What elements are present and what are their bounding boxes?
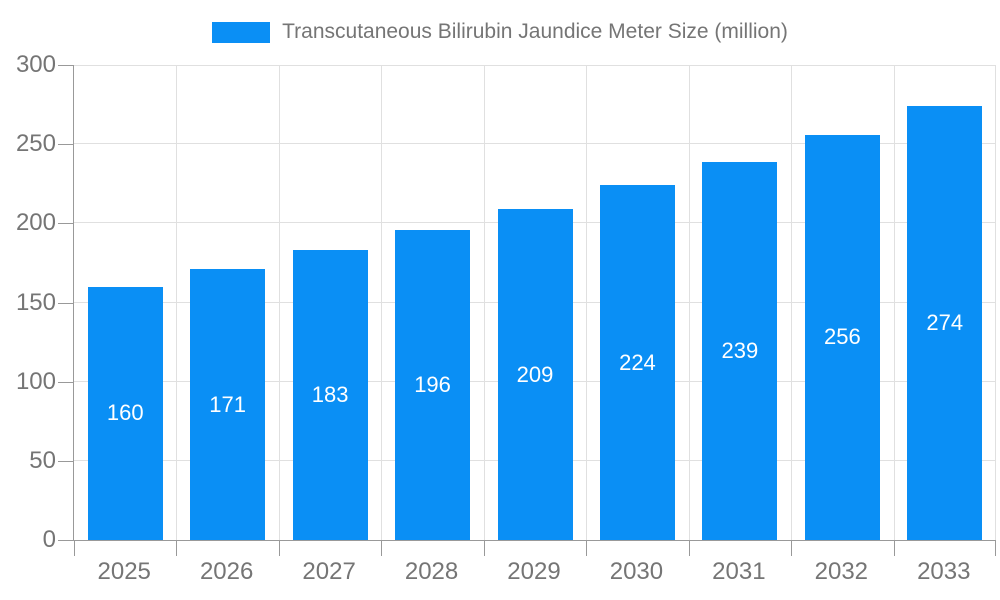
bar-value-label: 256 bbox=[823, 324, 861, 350]
x-axis-tick bbox=[278, 541, 280, 556]
x-gridline bbox=[688, 65, 690, 540]
x-axis-tick-label: 2026 bbox=[199, 558, 254, 585]
x-axis-tick bbox=[791, 541, 793, 556]
y-axis-tick-label: 0 bbox=[42, 526, 56, 553]
bar-2026[interactable]: 171 bbox=[190, 269, 266, 540]
bar-2028[interactable]: 196 bbox=[395, 229, 471, 540]
x-gridline bbox=[176, 65, 178, 540]
x-axis-tick-label: 2028 bbox=[404, 558, 459, 585]
y-axis-tick-label: 300 bbox=[15, 51, 56, 78]
bar-value-label: 274 bbox=[926, 310, 964, 336]
x-axis-tick bbox=[995, 541, 996, 556]
x-axis-tick-label: 2027 bbox=[302, 558, 356, 585]
x-gridline bbox=[791, 65, 793, 540]
x-axis-tick-label: 2033 bbox=[917, 558, 971, 585]
bar-value-label: 239 bbox=[721, 337, 759, 363]
bar-value-label: 171 bbox=[209, 391, 247, 417]
legend-label: Transcutaneous Bilirubin Jaundice Meter … bbox=[282, 20, 788, 43]
y-gridline bbox=[74, 143, 996, 145]
x-gridline bbox=[893, 65, 895, 540]
x-gridline bbox=[586, 65, 588, 540]
plot-area: 160 171 183 196 209 224 239 256 274 bbox=[58, 65, 996, 556]
x-axis-tick bbox=[483, 541, 485, 556]
y-axis-tick-label: 50 bbox=[29, 446, 56, 474]
bar-2030[interactable]: 224 bbox=[599, 185, 675, 540]
x-axis-tick-label: 2031 bbox=[712, 558, 766, 585]
bar-value-label: 196 bbox=[414, 371, 451, 397]
y-axis-tick-label: 250 bbox=[15, 130, 56, 158]
y-axis-tick bbox=[58, 302, 73, 304]
x-axis-tick bbox=[176, 541, 178, 556]
x-gridline bbox=[483, 65, 485, 540]
x-axis-tick bbox=[381, 541, 383, 556]
bar-2029[interactable]: 209 bbox=[497, 209, 573, 540]
x-axis-tick bbox=[688, 541, 690, 556]
bar-2031[interactable]: 239 bbox=[702, 161, 778, 540]
y-axis-tick bbox=[58, 381, 73, 383]
legend-swatch bbox=[212, 21, 271, 43]
y-axis-tick bbox=[58, 65, 73, 66]
bar-value-label: 160 bbox=[106, 400, 144, 426]
y-axis-tick bbox=[58, 460, 73, 462]
bar-2033[interactable]: 274 bbox=[907, 106, 983, 540]
x-gridline bbox=[278, 65, 280, 540]
x-axis-tick-label: 2030 bbox=[609, 558, 664, 585]
x-axis-tick bbox=[74, 541, 75, 556]
y-gridline bbox=[74, 65, 996, 66]
x-gridline bbox=[381, 65, 383, 540]
x-axis-tick-label: 2025 bbox=[97, 558, 151, 585]
legend-item[interactable]: Transcutaneous Bilirubin Jaundice Meter … bbox=[0, 18, 1000, 46]
bar-2027[interactable]: 183 bbox=[292, 250, 368, 540]
bar-value-label: 224 bbox=[619, 349, 656, 375]
x-axis-tick-label: 2029 bbox=[507, 558, 561, 585]
y-axis-tick bbox=[58, 144, 73, 146]
y-axis-tick bbox=[58, 540, 73, 541]
bar-2032[interactable]: 256 bbox=[804, 134, 880, 540]
y-axis-tick-label: 200 bbox=[15, 209, 56, 237]
x-axis-tick-label: 2032 bbox=[814, 558, 869, 585]
bar-value-label: 183 bbox=[311, 382, 349, 408]
y-axis-tick-label: 150 bbox=[15, 288, 56, 316]
y-axis-tick-label: 100 bbox=[15, 367, 56, 395]
bar-value-label: 209 bbox=[516, 361, 554, 387]
y-axis-tick bbox=[58, 223, 73, 225]
bar-2025[interactable]: 160 bbox=[87, 286, 163, 540]
x-axis-tick bbox=[893, 541, 895, 556]
x-axis-tick bbox=[586, 541, 588, 556]
x-gridline bbox=[995, 65, 996, 540]
